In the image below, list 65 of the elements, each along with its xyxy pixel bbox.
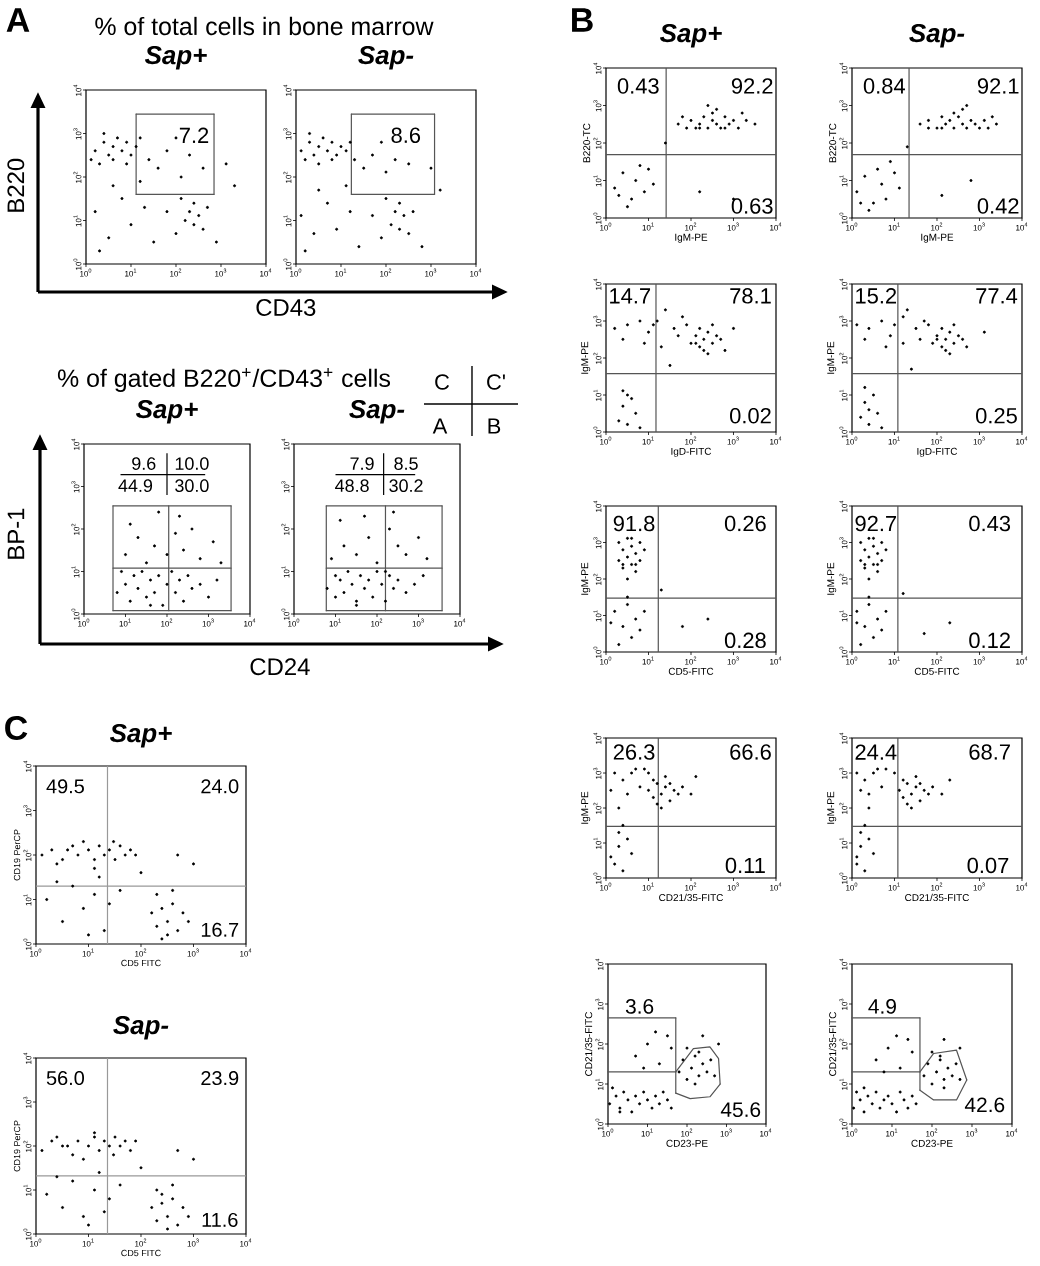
- annotation: 3.6: [625, 999, 654, 1014]
- chart-title: Sap-: [349, 399, 405, 424]
- annotation: 42.6: [964, 1097, 1005, 1113]
- annotation: 23.9: [201, 1071, 239, 1086]
- annotation: 66.6: [730, 744, 771, 760]
- chart-title: Sap+: [144, 45, 207, 70]
- chart-title: Sap-: [358, 45, 414, 70]
- annotation: 0.42: [977, 198, 1019, 214]
- annotation: 14.7: [610, 288, 651, 304]
- text: % of gated B220$^{+}$/CD43$^{+}$ cells: [57, 368, 391, 392]
- annotation: 68.7: [969, 744, 1010, 760]
- annotation: 0.28: [724, 632, 766, 649]
- annotation: 7.2: [179, 127, 209, 143]
- annotation: 78.1: [730, 288, 771, 304]
- text: C: [435, 374, 450, 390]
- annotation: 91.8: [613, 515, 655, 532]
- annotation: 0.25: [976, 408, 1017, 424]
- annotation: 0.63: [731, 198, 773, 214]
- annotation: 8.5: [394, 457, 418, 470]
- x-axis-title: CD43: [256, 299, 316, 316]
- annotation: 92.7: [855, 515, 897, 532]
- annotation: 30.2: [389, 479, 423, 493]
- chart-title: Sap-: [113, 1015, 169, 1040]
- annotation: 26.3: [613, 744, 655, 760]
- y-axis-title: BP-1: [7, 508, 25, 559]
- chart-title: Sap+: [660, 23, 722, 48]
- annotation: 30.0: [175, 479, 209, 493]
- annotation: 24.0: [201, 779, 239, 794]
- annotation: 9.6: [132, 457, 156, 470]
- annotation: 10.0: [175, 457, 209, 470]
- annotation: 24.4: [855, 744, 897, 760]
- annotation: 48.8: [335, 479, 369, 493]
- annotation: 92.2: [731, 78, 773, 94]
- y-axis-title: B220: [7, 158, 25, 212]
- text: B: [488, 418, 501, 434]
- x-axis-title: CD24: [250, 658, 310, 676]
- annotation: 8.6: [391, 127, 421, 144]
- chart-title: Sap+: [110, 723, 172, 748]
- annotation: 0.11: [725, 857, 765, 874]
- annotation: 92.1: [977, 78, 1019, 94]
- text: % of total cells in bone marrow: [95, 16, 434, 36]
- text: A: [6, 8, 30, 32]
- annotation: 0.84: [863, 78, 905, 94]
- text: B: [572, 8, 593, 32]
- chart-title: Sap-: [909, 23, 965, 48]
- annotation: 0.12: [969, 632, 1010, 649]
- annotation: 0.26: [724, 515, 766, 532]
- annotation: 45.6: [720, 1102, 761, 1118]
- annotation: 0.02: [730, 408, 771, 424]
- annotation: 77.4: [976, 288, 1018, 304]
- annotation: 15.2: [856, 288, 897, 304]
- annotation: 16.7: [201, 922, 239, 937]
- annotation: 56.0: [46, 1071, 85, 1086]
- annotation: 49.5: [46, 779, 84, 794]
- text: C': [487, 374, 505, 390]
- chart-title: Sap+: [136, 399, 198, 424]
- annotation: 0.43: [617, 78, 659, 94]
- text: A: [432, 418, 448, 434]
- annotation: 4.9: [868, 999, 896, 1014]
- text: C: [5, 716, 28, 741]
- annotation: 0.07: [967, 857, 1009, 874]
- annotation: 11.6: [202, 1212, 238, 1227]
- annotation: 44.9: [118, 479, 153, 493]
- annotation: 7.9: [350, 457, 374, 470]
- annotation: 0.43: [969, 515, 1011, 532]
